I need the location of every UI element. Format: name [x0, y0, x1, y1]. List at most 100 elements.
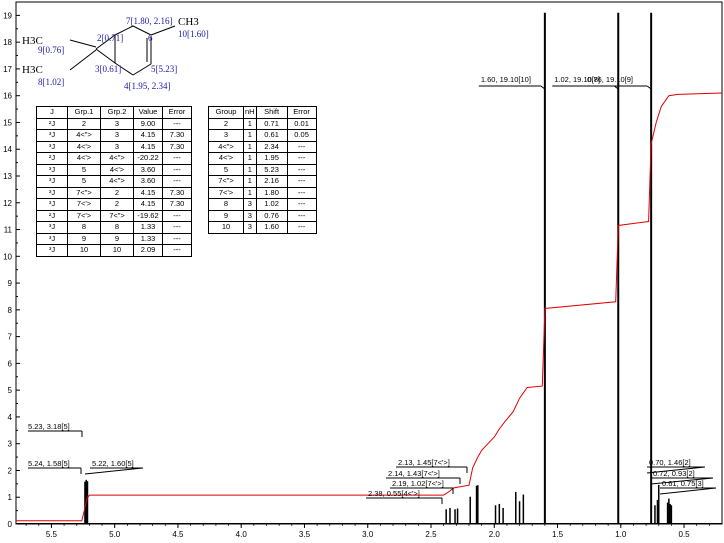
j-table-cell: ³J — [36, 163, 68, 176]
j-table-row: ³J 4<'> 3 4.15 7.30 — [36, 140, 192, 153]
j-table-cell: 7.30 — [162, 186, 192, 199]
j-table-cell: 4.15 — [133, 140, 163, 153]
x-tick-label: 2.0 — [489, 530, 501, 539]
x-tick-label: 2.5 — [425, 530, 437, 539]
atom-6-label: 6 — [148, 33, 153, 43]
j-table-row: ²J 2 3 9.00 --- — [36, 117, 192, 130]
atom-4-label: 4[1.95, 2.34] — [124, 81, 171, 91]
j-table-cell: --- — [162, 209, 192, 222]
j-table-cell: -19.62 — [133, 209, 163, 222]
y-tick-label: 5 — [8, 386, 13, 395]
peak-label-text: 0.61, 0.75[3] — [662, 479, 704, 488]
j-table-cell: 7.30 — [162, 129, 192, 142]
bond-8-1 — [69, 49, 97, 71]
shift-table-cell: 2.34 — [255, 140, 288, 153]
x-tick-label: 1.5 — [552, 530, 564, 539]
j-table-cell: 4<'> — [100, 163, 134, 176]
peak-label-text: 0.72, 0.93[2] — [653, 469, 695, 478]
shift-table-row: 2 1 0.71 0.01 — [208, 117, 317, 130]
shift-table-cell: 3 — [243, 209, 257, 222]
shift-table-cell: 1.02 — [255, 198, 288, 211]
shift-table-cell: 0.76 — [255, 209, 288, 222]
j-table-cell: ³J — [36, 186, 68, 199]
shift-table-cell: 9 — [208, 209, 244, 222]
bond-7-6 — [132, 25, 152, 36]
j-table-cell: 4<'> — [67, 152, 101, 165]
shift-table-cell: 1 — [243, 163, 257, 176]
peak-label-leader — [650, 477, 714, 485]
shift-table-cell: 8 — [208, 198, 244, 211]
bond-9-1 — [69, 39, 97, 48]
shift-table-cell: 0.01 — [286, 117, 317, 130]
bond-5-4 — [132, 63, 152, 76]
y-tick-label: 13 — [3, 172, 12, 181]
j-table-cell: --- — [162, 221, 192, 234]
coupling-constants-table: J Grp.1 Grp.2 Value Error ²J 2 3 9.00 --- ³J 4<"> 3 4… — [36, 106, 192, 257]
j-table-cell: -20.22 — [133, 152, 163, 165]
h3c-bottom-left: H3C — [22, 64, 43, 76]
j-table-cell: 3.60 — [133, 163, 163, 176]
j-table-cell: 8 — [67, 221, 101, 234]
atom-3-label: 3[0.61] — [95, 64, 121, 74]
shift-table-cell: 3 — [243, 221, 257, 234]
j-table-row: ³J 7<'> 2 4.15 7.30 — [36, 198, 192, 211]
bond-4-3 — [114, 62, 134, 76]
x-tick-label: 4.5 — [172, 530, 184, 539]
shift-table-cell: --- — [286, 140, 317, 153]
bond-2-7 — [114, 25, 134, 36]
peak-label-text: 5.23, 3.18[5] — [28, 422, 70, 431]
shift-table-cell: --- — [286, 152, 317, 165]
top-label-leader — [540, 85, 546, 90]
j-table-cell: 7.30 — [162, 198, 192, 211]
x-tick-label: 3.0 — [362, 530, 374, 539]
j-table-cell: 7<"> — [100, 209, 134, 222]
bond-1-2 — [95, 34, 116, 50]
j-table-cell: ³J — [36, 232, 68, 245]
atom-2-label: 2[0.71] — [97, 33, 123, 43]
j-table-cell: 9 — [100, 232, 134, 245]
j-table-row: ³J 5 4<'> 3.60 --- — [36, 163, 192, 176]
shift-table-cell: 1 — [243, 175, 257, 188]
y-tick-label: 12 — [3, 199, 12, 208]
y-tick-label: 11 — [4, 226, 13, 235]
y-tick-label: 10 — [3, 252, 12, 261]
shift-table-cell: --- — [286, 163, 317, 176]
top-label-text: 1.60, 19.10[10] — [481, 75, 531, 84]
shift-table-cell: 4<'> — [208, 152, 244, 165]
shift-table-cell: 5 — [208, 163, 244, 176]
shift-table-cell: 1.95 — [255, 152, 288, 165]
x-tick-label: 3.5 — [299, 530, 311, 539]
j-table-cell: --- — [162, 175, 192, 188]
j-table-row: ³J 4<"> 3 4.15 7.30 — [36, 129, 192, 142]
shift-table-cell: 1 — [243, 140, 257, 153]
y-tick-label: 17 — [3, 65, 12, 74]
j-table-row: ³J 7<"> 2 4.15 7.30 — [36, 186, 192, 199]
j-table-cell: 2 — [100, 186, 134, 199]
shift-table-cell: 10 — [208, 221, 244, 234]
shift-table-header-cell: nH — [243, 106, 257, 119]
shift-table-row: 10 3 1.60 --- — [208, 221, 317, 234]
j-table-row: ²J 4<'> 4<"> -20.22 --- — [36, 152, 192, 165]
j-table-row: ²J 7<'> 7<"> -19.62 --- — [36, 209, 192, 222]
j-table-cell: --- — [162, 117, 192, 130]
h3c-top-left: H3C — [22, 35, 43, 47]
atom-5-label: 5[5.23] — [151, 64, 177, 74]
x-tick-label: 1.0 — [615, 530, 627, 539]
y-tick-label: 15 — [3, 118, 12, 127]
bond-6-10 — [150, 25, 176, 36]
j-table-cell: 10 — [67, 244, 101, 257]
shift-table-cell: --- — [286, 175, 317, 188]
shift-table-cell: 7<"> — [208, 175, 244, 188]
shift-table-header-row: Group nH Shift Error — [208, 106, 317, 119]
integral-curve — [16, 92, 723, 522]
shift-table-cell: 2.16 — [255, 175, 288, 188]
j-table-cell: 7<'> — [67, 198, 101, 211]
shift-table-row: 3 1 0.61 0.05 — [208, 129, 317, 142]
j-table-cell: ³J — [36, 175, 68, 188]
j-table-cell: --- — [162, 152, 192, 165]
atom-7-label: 7[1.80, 2.16] — [126, 16, 173, 26]
j-table-cell: 4.15 — [133, 129, 163, 142]
j-table-row: ³J 9 9 1.33 --- — [36, 232, 192, 245]
